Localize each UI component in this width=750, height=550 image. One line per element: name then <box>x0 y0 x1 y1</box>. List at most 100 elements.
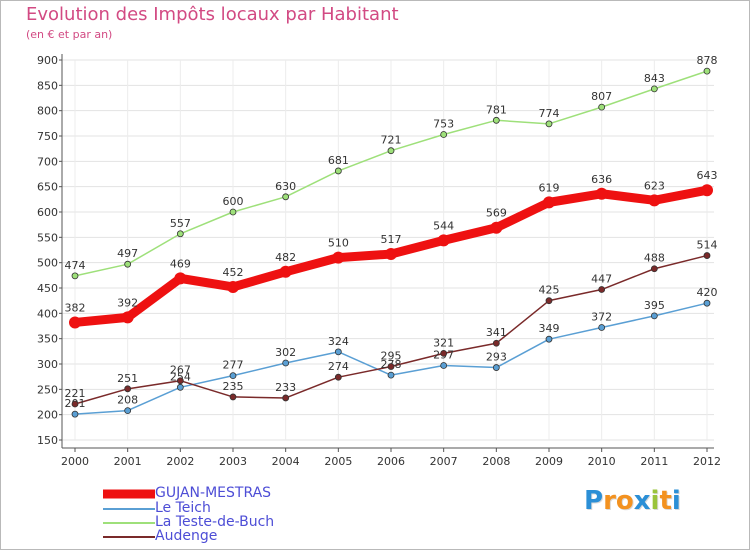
data-point <box>703 252 711 259</box>
y-tick-label: 750 <box>37 130 58 143</box>
y-tick-label: 700 <box>37 155 58 168</box>
data-point <box>334 373 342 381</box>
y-tick-label: 350 <box>37 333 58 346</box>
data-label: 488 <box>644 252 665 265</box>
data-point <box>598 286 606 293</box>
data-label: 349 <box>539 322 560 335</box>
data-label: 221 <box>65 387 86 400</box>
data-label: 623 <box>644 179 665 192</box>
x-tick-label: 2007 <box>430 455 458 468</box>
chart-title: Evolution des Impôts locaux par Habitant <box>26 4 399 25</box>
data-point <box>229 393 237 401</box>
legend-swatch-gujan-mestras <box>103 489 155 499</box>
data-label: 721 <box>381 134 402 147</box>
y-tick-label: 600 <box>37 206 58 219</box>
data-label: 208 <box>117 394 138 407</box>
data-point <box>595 187 608 200</box>
data-label: 235 <box>223 380 244 393</box>
data-label: 469 <box>170 257 191 270</box>
data-point <box>492 116 500 124</box>
y-tick-label: 900 <box>37 54 58 67</box>
data-label: 843 <box>644 72 665 85</box>
data-label: 643 <box>697 169 718 182</box>
y-tick-label: 200 <box>37 409 58 422</box>
data-point <box>334 167 342 175</box>
data-point <box>124 385 132 393</box>
data-label: 233 <box>275 381 296 394</box>
y-tick-label: 850 <box>37 79 58 92</box>
data-label: 254 <box>170 370 191 383</box>
x-tick-label: 2000 <box>61 455 89 468</box>
data-label: 382 <box>65 301 86 314</box>
x-tick-label: 2009 <box>535 455 563 468</box>
y-tick-label: 550 <box>37 231 58 244</box>
data-label: 447 <box>591 273 612 286</box>
data-point <box>703 299 711 307</box>
data-label: 681 <box>328 154 349 167</box>
data-point <box>282 193 290 201</box>
data-label: 517 <box>381 233 402 246</box>
y-tick-label: 250 <box>37 383 58 396</box>
data-point <box>492 364 500 371</box>
data-point <box>650 312 658 320</box>
data-label: 878 <box>697 54 718 67</box>
data-point <box>440 131 448 138</box>
data-label: 557 <box>170 217 191 230</box>
data-point <box>650 85 658 93</box>
data-label: 425 <box>539 284 560 297</box>
data-label: 753 <box>433 117 454 130</box>
data-label: 267 <box>170 364 191 377</box>
logo-letter: t <box>659 486 672 516</box>
data-point <box>229 372 237 380</box>
data-point <box>387 363 395 370</box>
logo-letter: x <box>633 486 651 516</box>
x-tick-label: 2001 <box>114 455 142 468</box>
data-point <box>71 410 79 418</box>
data-point <box>124 260 132 268</box>
data-label: 619 <box>539 181 560 194</box>
x-tick-label: 2004 <box>272 455 300 468</box>
data-label: 392 <box>117 296 138 309</box>
data-point <box>543 196 555 209</box>
x-tick-label: 2011 <box>640 455 668 468</box>
data-label: 510 <box>328 237 349 250</box>
x-tick-label: 2003 <box>219 455 247 468</box>
logo-letter: i <box>650 486 660 516</box>
data-point <box>71 400 79 408</box>
data-point <box>650 265 658 273</box>
x-tick-label: 2005 <box>324 455 352 468</box>
x-tick-label: 2010 <box>588 455 616 468</box>
y-tick-label: 500 <box>37 257 58 270</box>
data-label: 302 <box>275 346 296 359</box>
data-point <box>176 383 184 391</box>
proxiti-logo: Proxiti <box>584 486 681 516</box>
data-label: 474 <box>65 259 86 272</box>
data-point <box>598 103 606 111</box>
legend-swatch-le-teich <box>103 508 155 510</box>
data-label: 293 <box>486 351 507 364</box>
chart-subtitle: (en € et par an) <box>26 28 113 41</box>
x-tick-label: 2006 <box>377 455 405 468</box>
y-tick-label: 800 <box>37 105 58 118</box>
data-point <box>648 194 661 207</box>
legend-label-audenge: Audenge <box>155 528 218 544</box>
data-point <box>440 362 448 369</box>
data-label: 544 <box>433 219 454 232</box>
legend-label-le-teich: Le Teich <box>155 500 211 516</box>
data-label: 324 <box>328 335 349 348</box>
data-point <box>69 316 81 329</box>
data-point <box>703 67 711 75</box>
logo-letter: P <box>584 486 604 516</box>
x-tick-label: 2012 <box>693 455 721 468</box>
data-label: 636 <box>591 173 612 186</box>
y-tick-label: 150 <box>37 434 58 447</box>
data-point <box>71 272 79 280</box>
data-label: 781 <box>486 103 507 116</box>
data-point <box>121 311 134 324</box>
data-point <box>387 147 395 155</box>
data-label: 774 <box>539 107 560 120</box>
data-point <box>282 359 290 367</box>
data-label: 452 <box>223 266 244 279</box>
